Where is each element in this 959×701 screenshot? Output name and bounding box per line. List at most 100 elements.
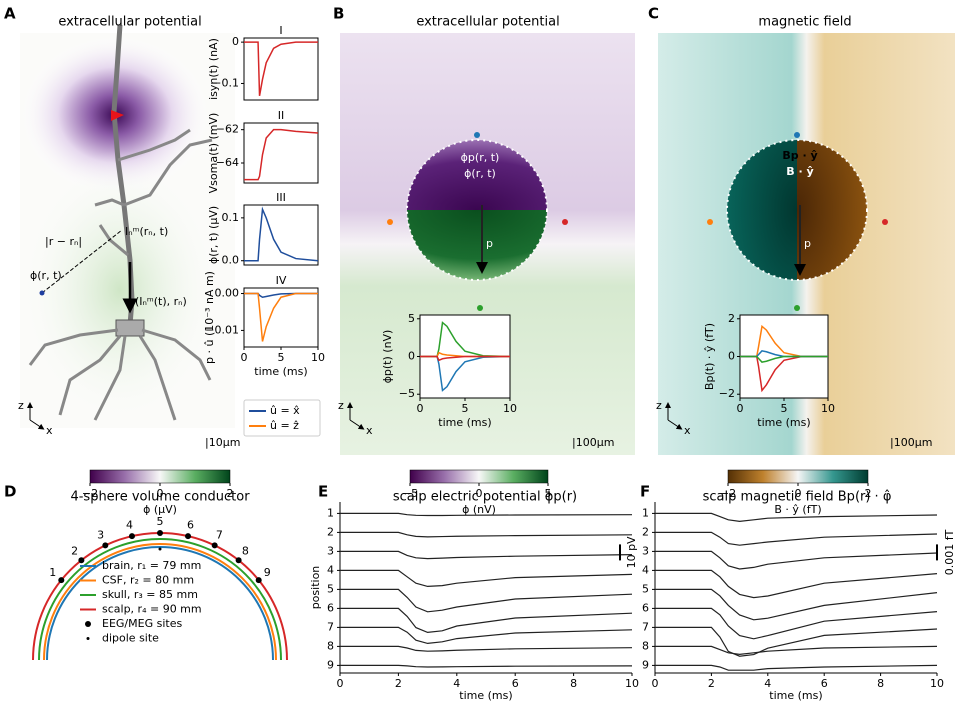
colorbar-tick-label: 2 xyxy=(227,487,234,500)
trace xyxy=(655,626,938,657)
subplot-label: II xyxy=(278,109,285,122)
x-tick-label: 10 xyxy=(821,402,835,415)
y-tick-label: 2 xyxy=(327,525,334,538)
annotation: p(Iₙᵐ(t), rₙ) xyxy=(128,295,187,308)
colorbar-tick-label: 2 xyxy=(865,487,872,500)
colorbar xyxy=(89,469,231,484)
colorbar-label: ϕ (μV) xyxy=(143,503,177,516)
legend-label: EEG/MEG sites xyxy=(102,617,182,630)
annotation: p xyxy=(804,237,811,250)
panel-label: F xyxy=(640,483,650,501)
site-label: 2 xyxy=(71,545,78,558)
trace xyxy=(340,664,633,668)
y-tick-label: 6 xyxy=(642,601,649,614)
series-line xyxy=(244,292,318,342)
legend-label: scalp, r₄ = 90 mm xyxy=(102,603,202,616)
x-axis-label: time (ms) xyxy=(459,689,512,701)
subplot-label: I xyxy=(279,24,282,37)
y-tick-label: 0.0 xyxy=(222,254,240,267)
plot-frame xyxy=(243,204,319,266)
site-label: 7 xyxy=(216,528,223,541)
x-tick-label: 8 xyxy=(570,677,577,690)
annotation: B · ŷ xyxy=(786,165,813,178)
site-marker xyxy=(58,577,65,584)
x-tick-label: 10 xyxy=(503,402,517,415)
y-tick-label: 3 xyxy=(327,544,334,557)
trace xyxy=(655,664,938,671)
x-tick-label: 5 xyxy=(278,351,285,364)
series-line xyxy=(244,206,319,262)
x-tick-label: 2 xyxy=(708,677,715,690)
y-axis-label: ϕ(r, t) (μV) xyxy=(207,206,220,264)
annotation: Iₙᵐ(rₙ, t) xyxy=(125,225,168,238)
plot-frame xyxy=(243,37,319,101)
colorbar-tick-label: −2 xyxy=(720,487,736,500)
x-tick-label: 0 xyxy=(241,351,248,364)
legend-label: û = ẑ xyxy=(270,419,299,432)
y-axis-label: Vsoma(t) (mV) xyxy=(207,113,220,194)
legend-swatch xyxy=(85,621,91,627)
site-marker xyxy=(78,557,85,564)
annotation: ϕ(r, t) xyxy=(464,167,496,180)
trace xyxy=(340,550,633,560)
x-tick-label: 8 xyxy=(877,677,884,690)
axis-icon-label: x xyxy=(684,424,691,437)
legend-label: skull, r₃ = 85 mm xyxy=(102,588,198,601)
y-tick-label: 9 xyxy=(327,658,334,671)
legend-label: û = x̂ xyxy=(270,404,300,417)
x-tick-label: 2 xyxy=(395,677,402,690)
legend-label: dipole site xyxy=(102,632,159,645)
subplot-label: III xyxy=(276,191,286,204)
trace xyxy=(340,569,633,588)
site-label: 5 xyxy=(157,515,164,528)
y-tick-label: −0.01 xyxy=(205,323,239,336)
colorbar xyxy=(409,469,549,484)
y-tick-label: 4 xyxy=(642,563,649,576)
series-line xyxy=(244,128,319,181)
colorbar-tick-label: 5 xyxy=(545,487,552,500)
axis-icon-label: z xyxy=(656,399,662,412)
y-tick-label: 0.1 xyxy=(222,211,240,224)
trace xyxy=(655,550,938,570)
panel-label: B xyxy=(333,5,344,23)
axis-icon-label: z xyxy=(18,399,24,412)
y-tick-label: 2 xyxy=(642,525,649,538)
y-axis-label: ϕp(t) (nV) xyxy=(381,330,394,384)
x-tick-label: 0 xyxy=(652,677,659,690)
x-axis-label: time (ms) xyxy=(769,689,822,701)
colorbar-tick-label: 0 xyxy=(795,487,802,500)
y-tick-label: 5 xyxy=(327,582,334,595)
site-label: 1 xyxy=(49,566,56,579)
site-marker xyxy=(235,557,242,564)
y-tick-label: 5 xyxy=(642,582,649,595)
scale-bar-label: 0.001 fT xyxy=(943,529,956,575)
annotation: |r − rₙ| xyxy=(45,235,82,248)
x-tick-label: 4 xyxy=(453,677,460,690)
series-line xyxy=(740,324,828,358)
panel-label: C xyxy=(648,5,659,23)
y-tick-label: 1 xyxy=(327,506,334,519)
x-tick-label: 6 xyxy=(512,677,519,690)
site-label: 8 xyxy=(242,545,249,558)
y-tick-label: 0.00 xyxy=(215,287,240,300)
trace xyxy=(655,588,938,621)
colorbar-label: B · ŷ (fT) xyxy=(774,503,821,516)
site-label: 4 xyxy=(126,518,133,531)
legend-label: CSF, r₂ = 80 mm xyxy=(102,574,194,587)
site-marker xyxy=(211,542,218,549)
trace xyxy=(340,531,633,538)
trace xyxy=(655,607,938,640)
y-tick-label: −62 xyxy=(216,123,239,136)
panel-title: extracellular potential xyxy=(416,15,559,30)
y-tick-label: 7 xyxy=(327,620,334,633)
y-tick-label: 8 xyxy=(642,639,649,652)
panel-a-map xyxy=(15,24,235,430)
colorbar-tick-label: −2 xyxy=(82,487,98,500)
site-marker xyxy=(157,530,163,536)
site-label: 6 xyxy=(187,518,194,531)
x-tick-label: 10 xyxy=(625,677,639,690)
x-tick-label: 5 xyxy=(781,402,788,415)
panel-title: extracellular potential xyxy=(58,15,201,30)
y-tick-label: 9 xyxy=(642,658,649,671)
